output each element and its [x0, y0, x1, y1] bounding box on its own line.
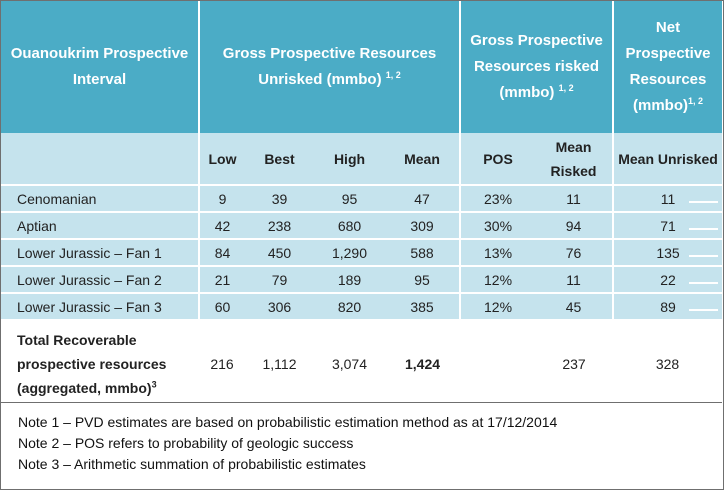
pos-value: 12%	[459, 265, 536, 293]
pos-value: 30%	[459, 211, 536, 239]
subheader-blank	[1, 133, 199, 185]
high-value: 189	[314, 265, 385, 293]
total-row: Total Recoverable prospective resources …	[1, 319, 723, 407]
resources-table: Ouanoukrim Prospective Interval Gross Pr…	[1, 1, 723, 407]
mean-risked-value: 94	[535, 211, 614, 239]
note-1: Note 1 – PVD estimates are based on prob…	[18, 414, 558, 430]
subheader-mean: Mean	[385, 133, 461, 185]
total-pos	[460, 319, 536, 407]
pos-value: 23%	[459, 184, 536, 212]
note-2: Note 2 – POS refers to probability of ge…	[18, 435, 354, 451]
interval-name: Cenomanian	[1, 184, 199, 212]
best-value: 450	[245, 238, 314, 266]
mean-value: 588	[385, 238, 461, 266]
total-best: 1,112	[245, 319, 314, 407]
interval-name: Lower Jurassic – Fan 1	[1, 238, 199, 266]
subheader-low: Low	[198, 133, 245, 185]
total-net: 328	[613, 319, 723, 407]
mean-risked-value: 11	[535, 265, 614, 293]
best-value: 79	[245, 265, 314, 293]
row-marker-line	[689, 282, 718, 284]
subheader-mean-unrisked: Mean Unrisked	[612, 133, 723, 185]
best-value: 39	[245, 184, 314, 212]
pos-value: 12%	[459, 292, 536, 320]
low-value: 42	[198, 211, 245, 239]
subheader-row: Low Best High Mean POS Mean Risked Mean …	[1, 133, 723, 185]
table-row: Lower Jurassic – Fan 1 84 450 1,290 588 …	[1, 238, 723, 266]
subheader-mean-risked: Mean Risked	[535, 133, 614, 185]
mean-value: 385	[385, 292, 461, 320]
table-row: Aptian 42 238 680 309 30% 94 71	[1, 211, 723, 239]
table-row: Cenomanian 9 39 95 47 23% 11 11	[1, 184, 723, 212]
high-value: 820	[314, 292, 385, 320]
low-value: 60	[198, 292, 245, 320]
net-unrisked-value: 11	[612, 184, 723, 212]
interval-name: Aptian	[1, 211, 199, 239]
net-unrisked-value: 22	[612, 265, 723, 293]
subheader-high: High	[314, 133, 385, 185]
note-3: Note 3 – Arithmetic summation of probabi…	[18, 456, 366, 472]
total-low: 216	[199, 319, 245, 407]
interval-name: Lower Jurassic – Fan 2	[1, 265, 199, 293]
mean-value: 95	[385, 265, 461, 293]
header-gross-unrisked: Gross Prospective Resources Unrisked (mm…	[199, 1, 462, 133]
high-value: 95	[314, 184, 385, 212]
best-value: 306	[245, 292, 314, 320]
header-interval: Ouanoukrim Prospective Interval	[1, 1, 200, 133]
best-value: 238	[245, 211, 314, 239]
net-unrisked-value: 135	[612, 238, 723, 266]
high-value: 680	[314, 211, 385, 239]
row-marker-line	[689, 255, 718, 257]
subheader-best: Best	[245, 133, 314, 185]
high-value: 1,290	[314, 238, 385, 266]
mean-risked-value: 76	[535, 238, 614, 266]
total-mean: 1,424	[385, 319, 461, 407]
net-unrisked-value: 89	[612, 292, 723, 320]
low-value: 84	[198, 238, 245, 266]
header-gross-risked: Gross Prospective Resources risked (mmbo…	[460, 1, 615, 133]
total-mean-risked: 237	[535, 319, 614, 407]
row-marker-line	[689, 228, 718, 230]
header-row: Ouanoukrim Prospective Interval Gross Pr…	[1, 1, 723, 133]
mean-value: 47	[385, 184, 461, 212]
table-row: Lower Jurassic – Fan 3 60 306 820 385 12…	[1, 292, 723, 320]
pos-value: 13%	[459, 238, 536, 266]
row-marker-line	[689, 309, 718, 311]
total-label: Total Recoverable prospective resources …	[1, 319, 199, 407]
header-net: Net Prospective Resources (mmbo)1, 2	[613, 1, 723, 133]
net-unrisked-value: 71	[612, 211, 723, 239]
notes-section: Note 1 – PVD estimates are based on prob…	[1, 402, 722, 475]
low-value: 21	[198, 265, 245, 293]
table-row: Lower Jurassic – Fan 2 21 79 189 95 12% …	[1, 265, 723, 293]
mean-risked-value: 11	[535, 184, 614, 212]
row-marker-line	[689, 201, 718, 203]
mean-value: 309	[385, 211, 461, 239]
interval-name: Lower Jurassic – Fan 3	[1, 292, 199, 320]
total-high: 3,074	[314, 319, 385, 407]
subheader-pos: POS	[459, 133, 536, 185]
low-value: 9	[198, 184, 245, 212]
mean-risked-value: 45	[535, 292, 614, 320]
